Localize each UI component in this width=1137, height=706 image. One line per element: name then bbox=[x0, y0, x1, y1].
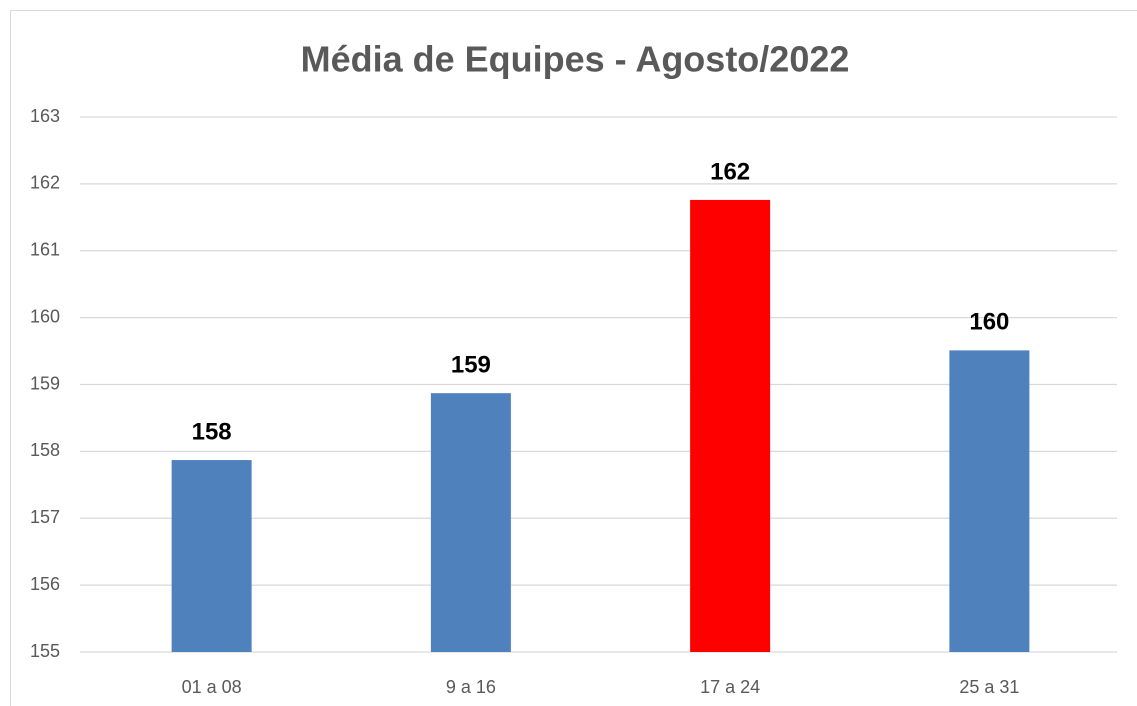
y-tick-label: 162 bbox=[30, 173, 60, 193]
y-tick-label: 157 bbox=[30, 507, 60, 527]
y-tick-label: 158 bbox=[30, 440, 60, 460]
data-label: 158 bbox=[192, 418, 232, 445]
x-tick-label: 01 a 08 bbox=[182, 677, 242, 697]
data-label: 159 bbox=[451, 352, 491, 379]
bar bbox=[171, 460, 252, 652]
x-tick-label: 25 a 31 bbox=[959, 677, 1019, 697]
y-tick-label: 160 bbox=[30, 306, 60, 326]
chart-title: Média de Equipes - Agosto/2022 bbox=[301, 39, 850, 80]
bar bbox=[430, 393, 511, 652]
x-tick-label: 17 a 24 bbox=[700, 677, 760, 697]
y-tick-label: 163 bbox=[30, 106, 60, 126]
data-label: 160 bbox=[969, 309, 1009, 336]
y-tick-label: 155 bbox=[30, 641, 60, 661]
y-tick-label: 161 bbox=[30, 240, 60, 260]
y-tick-label: 159 bbox=[30, 373, 60, 393]
y-tick-label: 156 bbox=[30, 574, 60, 594]
bar bbox=[690, 199, 771, 653]
x-tick-label: 9 a 16 bbox=[446, 677, 496, 697]
data-label: 162 bbox=[710, 158, 750, 185]
chart-border bbox=[10, 10, 1137, 706]
bar bbox=[949, 350, 1030, 652]
